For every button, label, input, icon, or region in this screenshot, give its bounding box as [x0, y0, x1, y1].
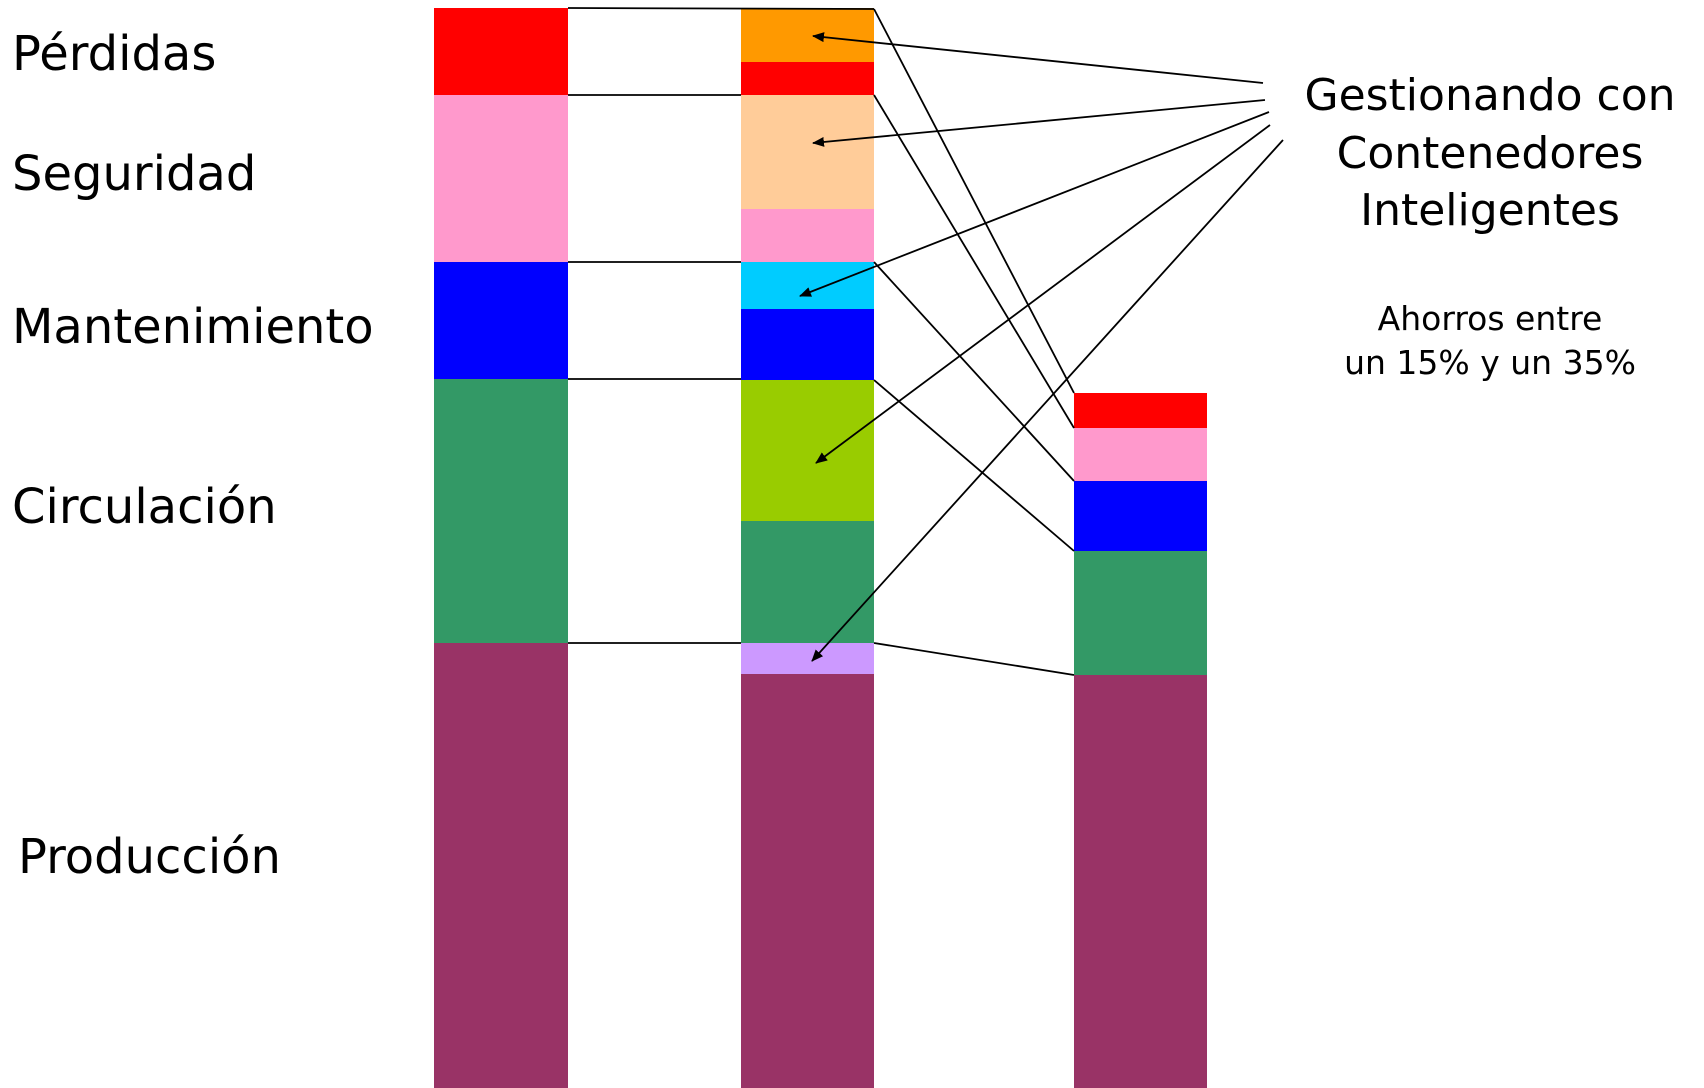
label-produccion: Producción: [18, 829, 281, 885]
side-note-title-line: Gestionando con: [1304, 70, 1675, 121]
connector-line: [873, 379, 1075, 552]
connector-line: [873, 8, 1075, 394]
segment-seguridad: [434, 95, 568, 262]
segment-seguridad-ahorro: [741, 95, 874, 209]
connectors-col1-col2: [567, 7, 875, 644]
category-labels: Pérdidas Seguridad Mantenimiento Circula…: [12, 26, 374, 885]
column-breakdown: [741, 8, 874, 1088]
connector-line: [873, 94, 1075, 429]
arrow-to-perdidas-ahorro: [812, 32, 1264, 84]
label-seguridad: Seguridad: [12, 146, 256, 202]
label-circulacion: Circulación: [12, 479, 277, 535]
segment-perdidas: [434, 8, 568, 95]
segment-perdidas-final: [1074, 393, 1207, 428]
connector-line: [873, 642, 1075, 676]
side-note-subtitle-line: un 15% y un 35%: [1344, 343, 1636, 382]
column-reduced: [1074, 393, 1207, 1088]
connectors-col2-col3: [873, 8, 1075, 676]
segment-produccion-final: [1074, 675, 1207, 1088]
arrow-to-seguridad-ahorro: [812, 99, 1266, 147]
segment-mantenimiento-final: [1074, 481, 1207, 551]
segment-mantenimiento: [434, 262, 568, 379]
side-note-subtitle-line: Ahorros entre: [1378, 299, 1603, 338]
segment-mantenimiento-ahorro: [741, 262, 874, 309]
segment-circulacion: [434, 379, 568, 643]
label-perdidas: Pérdidas: [12, 26, 216, 82]
arrow-to-circulacion-ahorro: [815, 124, 1271, 464]
segment-circulacion-ahorro: [741, 380, 874, 521]
segment-perdidas-ahorro: [741, 8, 874, 62]
column-original: [434, 8, 568, 1088]
label-mantenimiento: Mantenimiento: [12, 299, 374, 355]
segment-seguridad-resto: [741, 209, 874, 262]
connector-line: [873, 261, 1075, 482]
segment-mantenimiento-resto: [741, 309, 874, 380]
arrow-to-produccion-ahorro: [811, 139, 1284, 662]
savings-arrows: [799, 32, 1284, 662]
side-note-title-line: Contenedores: [1337, 128, 1644, 179]
segment-circulacion-final: [1074, 551, 1207, 675]
arrow-to-mantenimiento-ahorro: [799, 111, 1270, 297]
segment-perdidas-resto: [741, 62, 874, 95]
connector-line: [567, 7, 875, 10]
segment-circulacion-resto: [741, 521, 874, 643]
segment-produccion-ahorro: [741, 643, 874, 674]
side-note: Gestionando con Contenedores Inteligente…: [1304, 70, 1675, 382]
side-note-title-line: Inteligentes: [1360, 185, 1620, 236]
segment-produccion-resto: [741, 674, 874, 1088]
segment-produccion: [434, 643, 568, 1088]
segment-seguridad-final: [1074, 428, 1207, 481]
